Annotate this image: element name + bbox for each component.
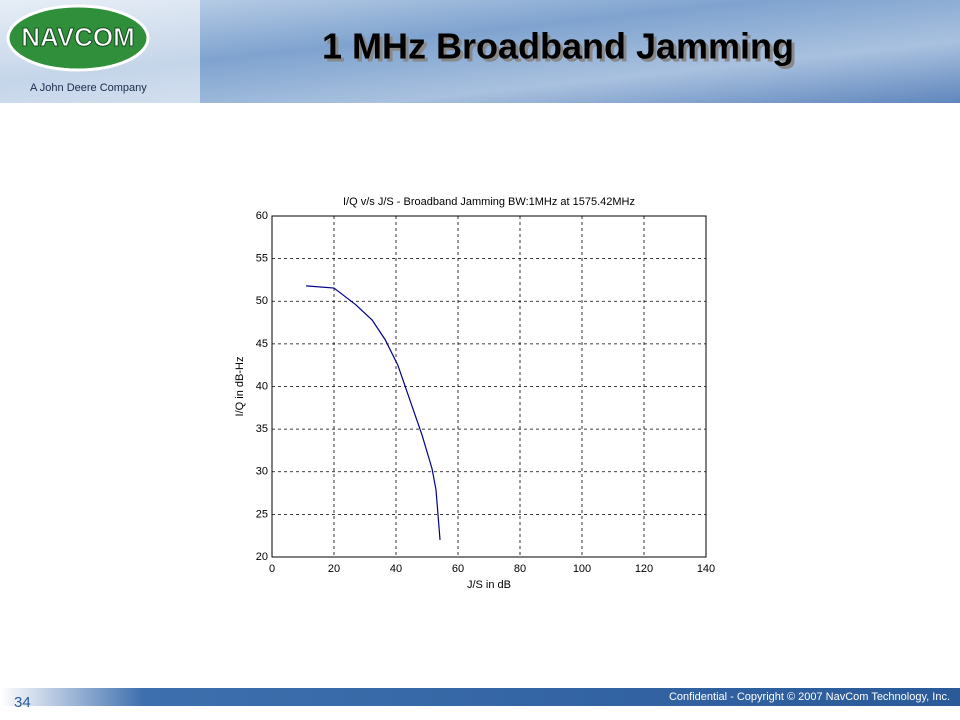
tagline: A John Deere Company <box>30 82 147 94</box>
x-tick-label: 100 <box>573 563 591 575</box>
y-axis-label: I/Q in dB-Hz <box>234 357 246 417</box>
y-tick-label: 40 <box>256 380 268 392</box>
y-tick-label: 35 <box>256 423 268 435</box>
y-tick-label: 30 <box>256 466 268 478</box>
x-tick-label: 120 <box>635 563 653 575</box>
x-tick-label: 0 <box>269 563 275 575</box>
y-tick-label: 45 <box>256 338 268 350</box>
y-tick-label: 55 <box>256 253 268 265</box>
logo-globe <box>6 4 150 72</box>
x-tick-label: 60 <box>452 563 464 575</box>
logo-text: NAVCOM <box>21 22 135 52</box>
title-shadow: 1 MHz Broadband Jamming <box>325 29 797 70</box>
data-line <box>306 285 441 540</box>
x-tick-label: 80 <box>514 563 526 575</box>
slide-title: 1 MHz Broadband Jamming <box>322 26 794 67</box>
y-tick-label: 60 <box>256 210 268 222</box>
y-tick-label: 25 <box>256 508 268 520</box>
x-tick-label: 40 <box>390 563 402 575</box>
y-tick-label: 20 <box>256 551 268 563</box>
footer-bar <box>0 688 960 706</box>
x-axis-label: J/S in dB <box>467 579 511 591</box>
x-tick-label: 20 <box>328 563 340 575</box>
page-number: 34 <box>14 694 31 711</box>
y-tick-label: 50 <box>256 295 268 307</box>
footer-text: Confidential - Copyright © 2007 NavCom T… <box>669 691 950 703</box>
chart-title: I/Q v/s J/S - Broadband Jamming BW:1MHz … <box>343 196 635 208</box>
x-tick-label: 140 <box>697 563 715 575</box>
